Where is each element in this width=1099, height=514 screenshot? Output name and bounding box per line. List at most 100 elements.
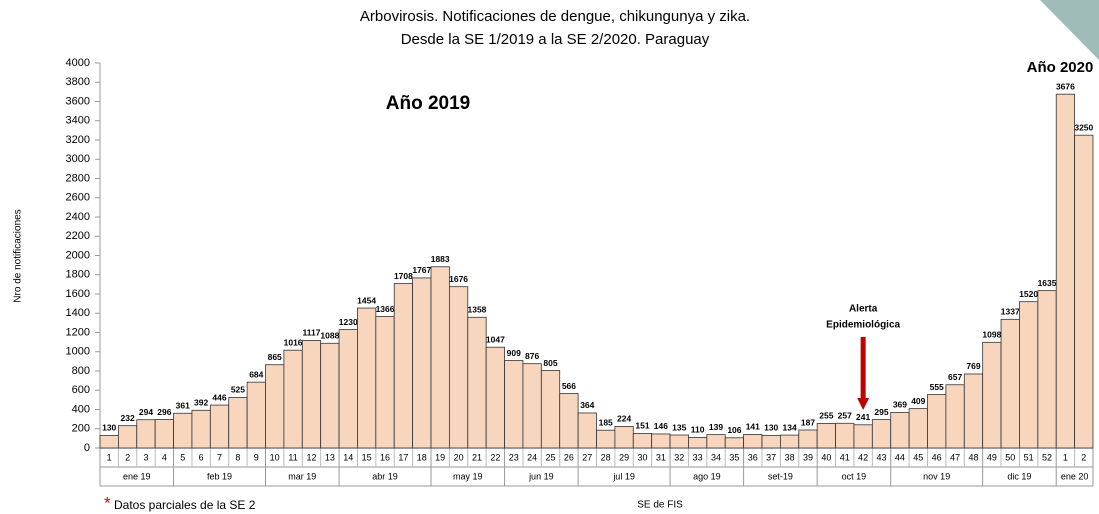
bar: [1037, 290, 1057, 449]
bar: [743, 434, 763, 449]
bar: [945, 384, 965, 449]
value-label: 364: [580, 400, 594, 410]
x-tick-label: 14: [343, 452, 353, 462]
bar: [117, 425, 138, 449]
group-label: ene 20: [1061, 471, 1089, 481]
bar: [467, 316, 487, 449]
x-tick-label: 26: [564, 452, 574, 462]
value-label: 139: [709, 422, 723, 432]
y-tick-label: 400: [72, 403, 90, 415]
bar: [927, 394, 947, 449]
x-tick-label: 5: [180, 452, 185, 462]
year-annotation: Año 2020: [1027, 59, 1094, 76]
x-tick-label: 8: [235, 452, 240, 462]
chart-title: Arbovirosis. Notificaciones de dengue, c…: [360, 8, 750, 25]
value-label: 1883: [431, 254, 450, 264]
group-label: jul 19: [612, 471, 635, 481]
value-label: 185: [599, 417, 613, 427]
x-tick-label: 47: [950, 452, 960, 462]
bar: [209, 404, 230, 449]
value-label: 769: [966, 361, 980, 371]
bar: [908, 408, 928, 449]
value-label: 1098: [982, 330, 1001, 340]
bar: [614, 426, 634, 449]
x-tick-label: 25: [546, 452, 556, 462]
value-label: 1454: [357, 295, 376, 305]
group-label: may 19: [453, 471, 483, 481]
value-label: 1117: [302, 328, 320, 338]
value-label: 110: [691, 425, 705, 435]
y-tick-label: 3600: [66, 95, 90, 107]
group-label: nov 19: [923, 471, 950, 481]
bar: [1074, 134, 1094, 449]
chart-title: Desde la SE 1/2019 a la SE 2/2020. Parag…: [401, 31, 710, 48]
value-label: 909: [507, 348, 521, 358]
value-label: 257: [838, 411, 852, 421]
bar: [816, 423, 836, 449]
value-label: 130: [102, 423, 116, 433]
bar: [265, 364, 285, 449]
bar: [448, 286, 469, 449]
bar: [540, 370, 561, 449]
x-tick-label: 9: [254, 452, 259, 462]
value-label: 446: [212, 392, 226, 402]
x-tick-label: 7: [217, 452, 222, 462]
y-tick-label: 800: [72, 365, 90, 377]
x-tick-label: 28: [601, 452, 611, 462]
x-tick-label: 24: [527, 452, 537, 462]
footnote-marker: *: [104, 493, 111, 512]
x-tick-label: 37: [766, 452, 776, 462]
x-tick-label: 51: [1024, 452, 1034, 462]
value-label: 805: [543, 358, 557, 368]
bar: [173, 412, 193, 449]
y-tick-label: 600: [72, 384, 90, 396]
x-tick-label: 33: [693, 452, 703, 462]
x-tick-label: 40: [821, 452, 831, 462]
value-label: 1366: [376, 304, 395, 314]
x-tick-label: 39: [803, 452, 813, 462]
x-axis-label: SE de FIS: [637, 500, 683, 511]
bar: [522, 363, 542, 449]
alert-label: Epidemiológica: [826, 320, 900, 331]
value-label: 392: [194, 398, 208, 408]
x-tick-label: 11: [288, 452, 297, 462]
value-label: 1708: [394, 271, 413, 281]
value-label: 684: [249, 369, 263, 379]
x-tick-label: 31: [656, 452, 666, 462]
group-label: ago 19: [693, 471, 721, 481]
value-label: 369: [893, 400, 907, 410]
y-tick-label: 2200: [66, 230, 90, 242]
x-tick-label: 45: [913, 452, 923, 462]
group-label: ene 19: [123, 471, 151, 481]
group-label: set-19: [768, 471, 793, 481]
y-axis-label: Nro de notificaciones: [13, 209, 24, 302]
y-tick-label: 1400: [66, 307, 90, 319]
value-label: 187: [801, 417, 815, 427]
bar: [651, 433, 671, 449]
x-tick-label: 41: [840, 452, 850, 462]
value-label: 141: [746, 422, 760, 432]
x-tick-label: 16: [380, 452, 390, 462]
x-tick-label: 22: [490, 452, 500, 462]
bar: [485, 346, 505, 449]
bar: [871, 419, 892, 449]
bar: [853, 424, 873, 449]
value-label: 224: [617, 414, 631, 424]
y-tick-label: 2600: [66, 192, 90, 204]
x-tick-label: 12: [306, 452, 316, 462]
x-tick-label: 13: [325, 452, 335, 462]
value-label: 409: [911, 396, 925, 406]
x-tick-label: 32: [674, 452, 684, 462]
bar: [375, 316, 395, 449]
x-tick-label: 2: [1081, 452, 1086, 462]
x-tick-label: 38: [785, 452, 795, 462]
year-annotation: Año 2019: [386, 93, 470, 114]
x-tick-label: 44: [895, 452, 905, 462]
y-tick-label: 1800: [66, 269, 90, 281]
value-label: 1358: [468, 305, 487, 315]
x-tick-label: 3: [143, 452, 148, 462]
value-label: 1047: [486, 334, 505, 344]
group-label: oct 19: [842, 471, 867, 481]
bar: [724, 437, 745, 449]
x-tick-label: 2: [125, 452, 130, 462]
